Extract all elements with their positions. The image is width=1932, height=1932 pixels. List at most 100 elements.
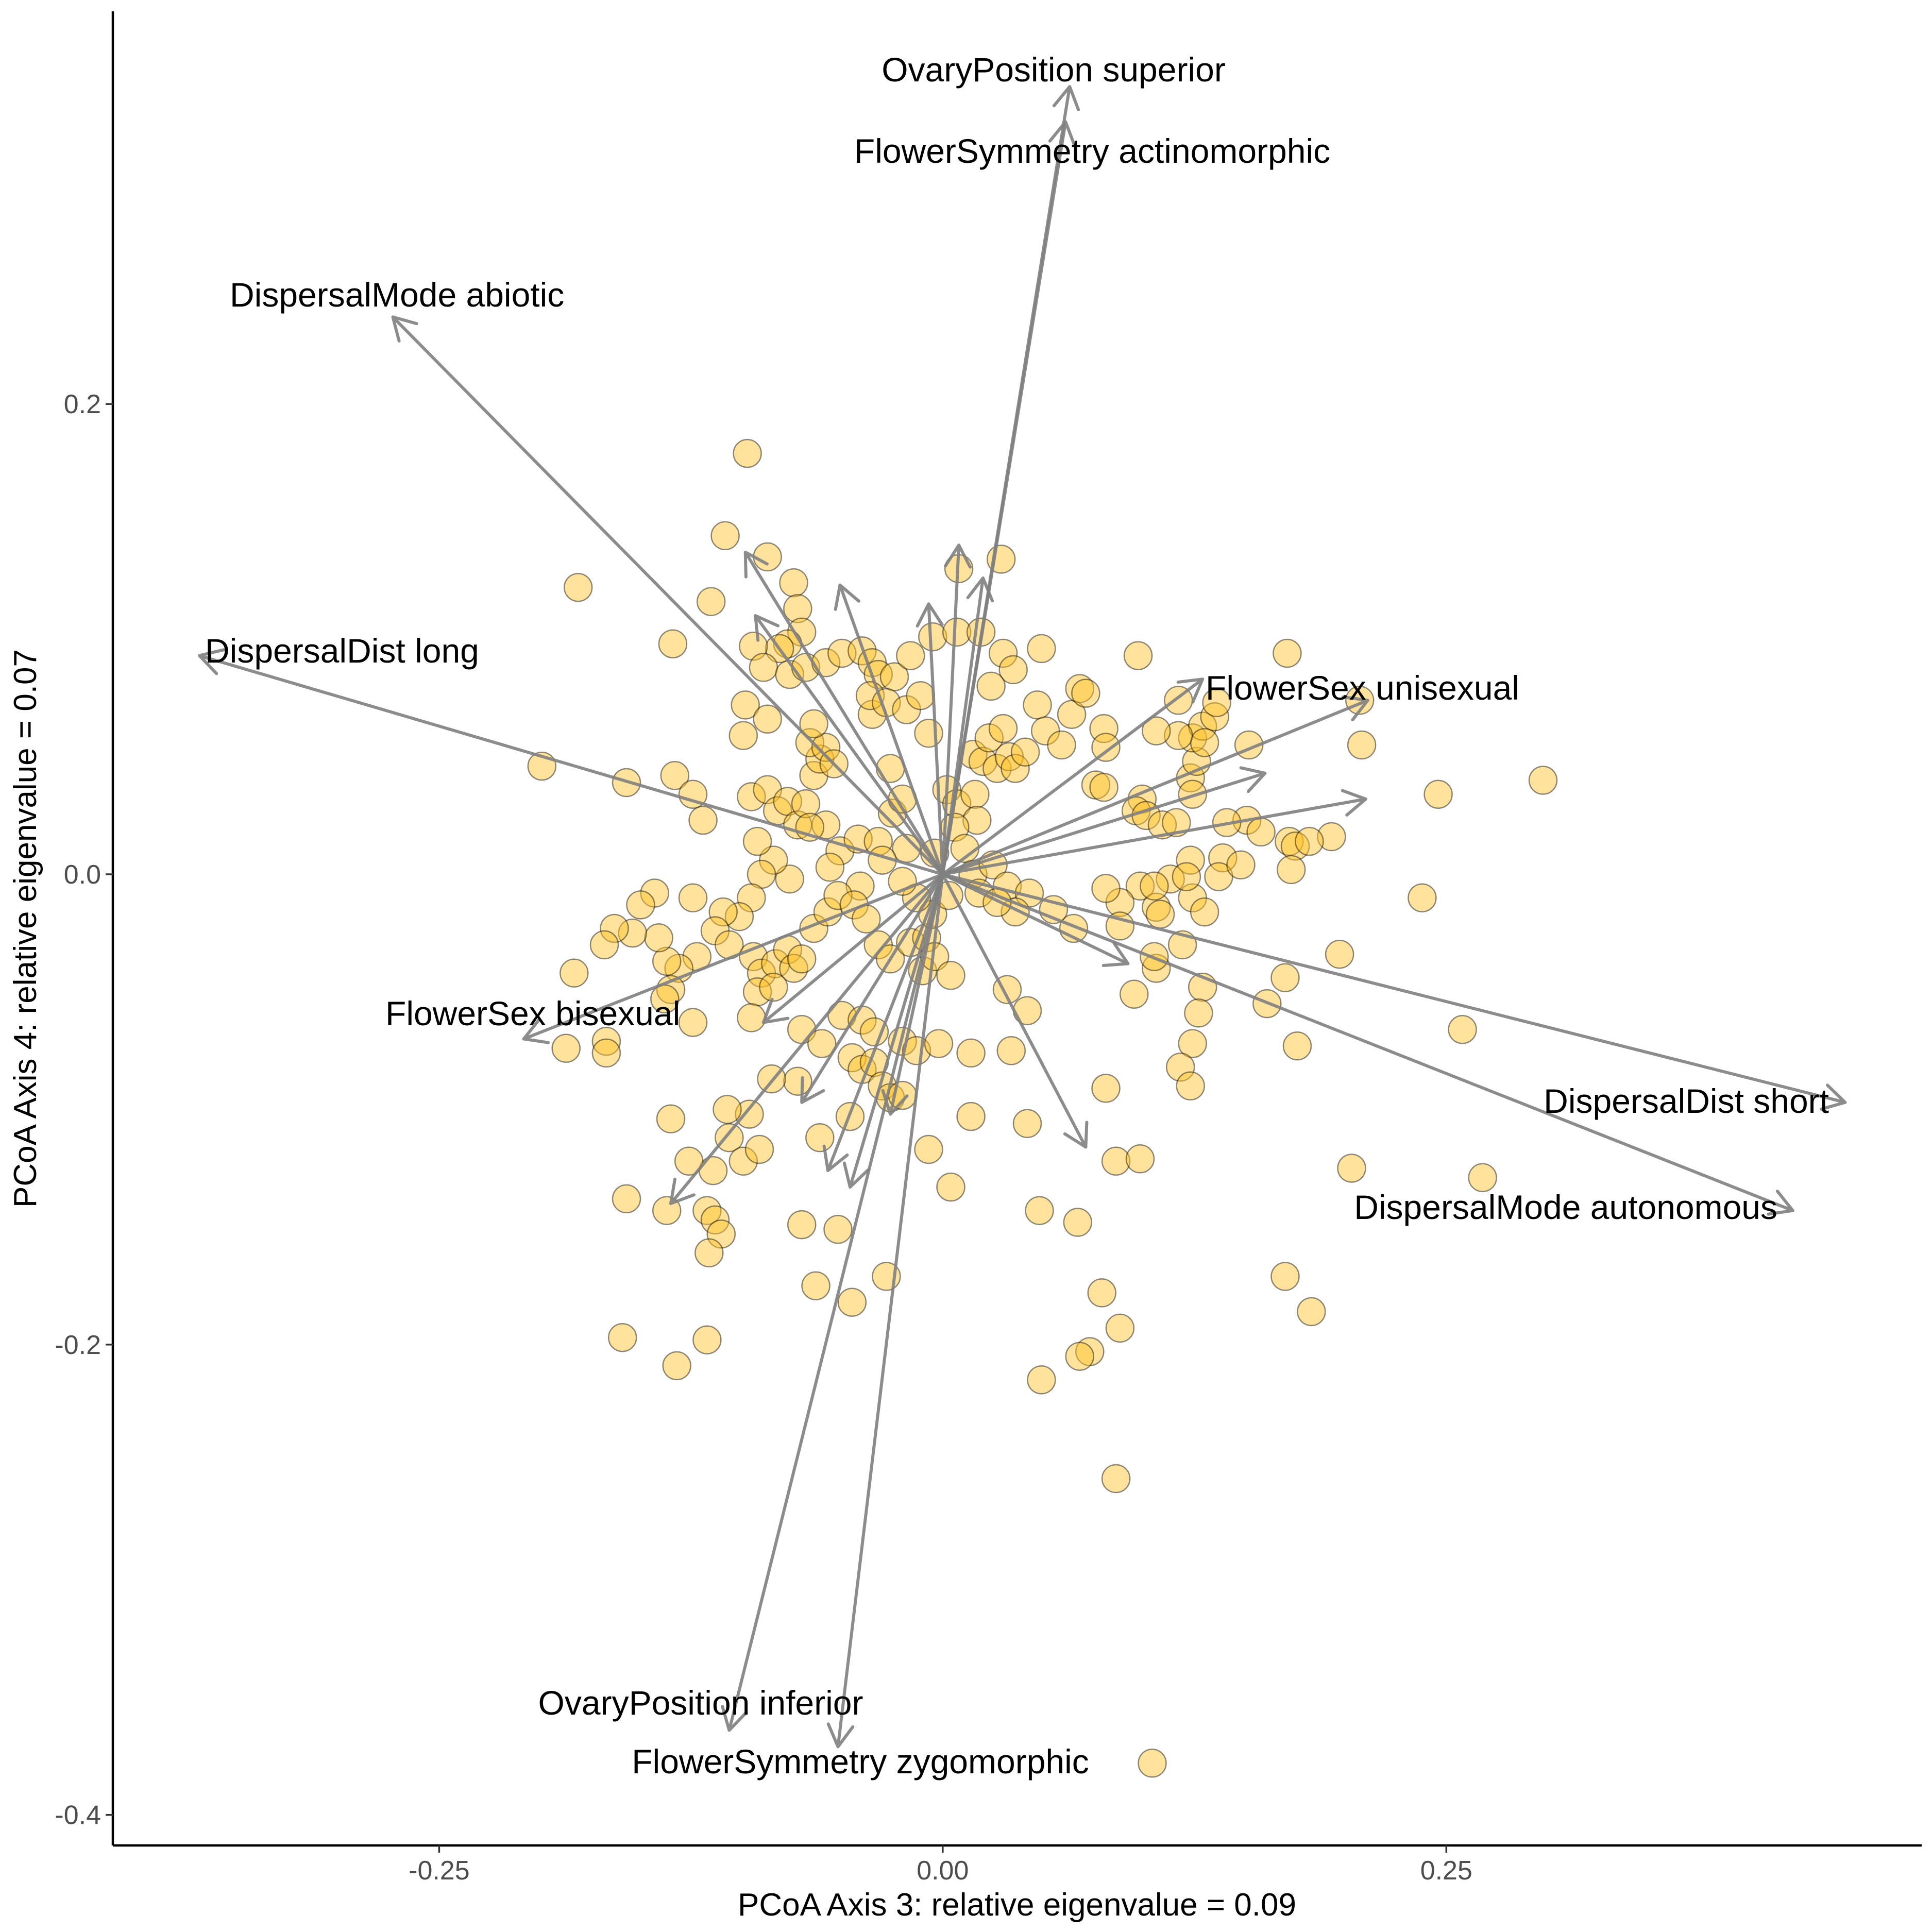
trait-arrow xyxy=(941,677,1205,876)
axes: -0.25 0.00 0.25 -0.4 -0.2 0.0 0.2 PCoA A… xyxy=(8,11,1922,1923)
scatter-point xyxy=(1091,874,1121,903)
scatter-point xyxy=(696,587,726,616)
scatter-point xyxy=(827,638,857,668)
y-axis-title: PCoA Axis 4: relative eigenvalue = 0.07 xyxy=(8,649,43,1208)
scatter-point xyxy=(1178,1029,1207,1058)
scatter-point xyxy=(1047,730,1076,760)
scatter-point xyxy=(1145,900,1175,929)
scatter-point xyxy=(918,622,947,652)
scatter-point xyxy=(779,568,808,598)
scatter-point xyxy=(589,930,619,960)
scatter-point xyxy=(1325,939,1354,969)
arrow-label-flowersex-bisexual: FlowerSex bisexual xyxy=(385,994,680,1032)
scatter-point xyxy=(1208,843,1238,873)
scatter-point xyxy=(1164,721,1193,750)
scatter-point xyxy=(924,1029,954,1058)
scatter-point xyxy=(747,958,776,988)
scatter-point xyxy=(626,890,655,920)
scatter-point xyxy=(662,1351,691,1381)
scatter-point xyxy=(805,744,835,774)
scatter-point xyxy=(759,845,788,875)
arrow-label-dispersalmode-autonomous: DispersalMode autonomous xyxy=(1354,1188,1777,1226)
scatter-point xyxy=(1246,817,1276,847)
scatter-point xyxy=(1101,1464,1131,1494)
scatter-point xyxy=(715,1123,744,1153)
scatter-point xyxy=(1347,730,1377,760)
trait-arrow xyxy=(941,873,1089,1149)
scatter-point xyxy=(805,1123,835,1153)
scatter-point xyxy=(753,704,782,734)
scatter-point xyxy=(1468,1163,1497,1193)
trait-arrow xyxy=(916,602,944,876)
scatter-point xyxy=(737,782,766,811)
scatter-point xyxy=(1120,979,1149,1009)
trait-arrow xyxy=(198,648,944,876)
trait-arrow xyxy=(941,789,1367,876)
scatter-point xyxy=(1423,779,1453,809)
scatter-point xyxy=(799,709,828,739)
scatter-point xyxy=(618,918,647,948)
scatter-point xyxy=(960,779,990,809)
trait-arrows xyxy=(198,85,1847,1749)
scatter-point xyxy=(791,789,821,819)
scatter-point xyxy=(640,878,669,908)
scatter-point xyxy=(660,761,690,790)
scatter-point xyxy=(1190,728,1219,757)
scatter-point xyxy=(783,594,812,623)
scatter-point xyxy=(728,1146,758,1176)
scatter-point xyxy=(1408,883,1437,912)
scatter-point xyxy=(974,723,1004,753)
trait-arrow xyxy=(941,695,1369,876)
scatter-point xyxy=(823,1214,853,1244)
scatter-point xyxy=(700,1205,730,1235)
scatter-point xyxy=(644,923,673,953)
scatter-point xyxy=(1190,897,1219,927)
scatter-point xyxy=(1138,1749,1167,1778)
arrow-label-dispersaldist-long: DispersalDist long xyxy=(205,632,479,670)
scatter-point xyxy=(968,747,998,776)
scatter-point xyxy=(739,632,768,661)
trait-arrow xyxy=(941,766,1267,876)
scatter-point xyxy=(1226,850,1256,880)
scatter-point xyxy=(761,949,790,978)
scatter-point xyxy=(607,1323,637,1352)
scatter-point xyxy=(1178,723,1207,753)
scatter-point xyxy=(713,1095,742,1124)
scatter-point xyxy=(1023,690,1052,720)
scatter-point xyxy=(811,733,841,762)
scatter-point xyxy=(1188,711,1217,741)
scatter-point xyxy=(737,883,766,912)
scatter-point xyxy=(896,641,925,670)
scatter-point xyxy=(1295,826,1324,856)
scatter-point xyxy=(1123,641,1153,670)
scatter-point xyxy=(1142,716,1171,745)
scatter-point xyxy=(1282,1031,1312,1061)
trait-arrow xyxy=(941,873,1847,1111)
scatter-point xyxy=(1025,1196,1054,1225)
x-tick-label: 0.00 xyxy=(917,1856,969,1886)
scatter-point xyxy=(656,1104,686,1133)
x-tick-label: -0.25 xyxy=(409,1856,470,1886)
scatter-point xyxy=(652,946,682,976)
scatter-point xyxy=(892,695,921,724)
scatter-point xyxy=(801,1271,831,1300)
scatter-point xyxy=(1297,1297,1326,1327)
scatter-point xyxy=(1075,1337,1105,1366)
scatter-point xyxy=(914,718,943,748)
scatter-point xyxy=(759,972,788,1002)
scatter-point xyxy=(1063,1208,1093,1237)
scatter-point xyxy=(1317,822,1346,852)
scatter-point xyxy=(706,1219,736,1249)
scatter-point xyxy=(1270,963,1300,993)
scatter-point xyxy=(942,617,972,647)
y-axis-ticks: -0.4 -0.2 0.0 0.2 xyxy=(55,389,113,1831)
scatter-point xyxy=(591,1038,621,1068)
trait-arrow xyxy=(941,576,994,876)
scatter-point xyxy=(560,958,589,988)
scatter-point xyxy=(739,942,768,972)
scatter-point xyxy=(674,1146,704,1176)
scatter-point xyxy=(988,638,1018,668)
scatter-point xyxy=(678,1008,708,1037)
trait-arrow xyxy=(761,873,944,1024)
trait-arrow xyxy=(800,873,944,1104)
